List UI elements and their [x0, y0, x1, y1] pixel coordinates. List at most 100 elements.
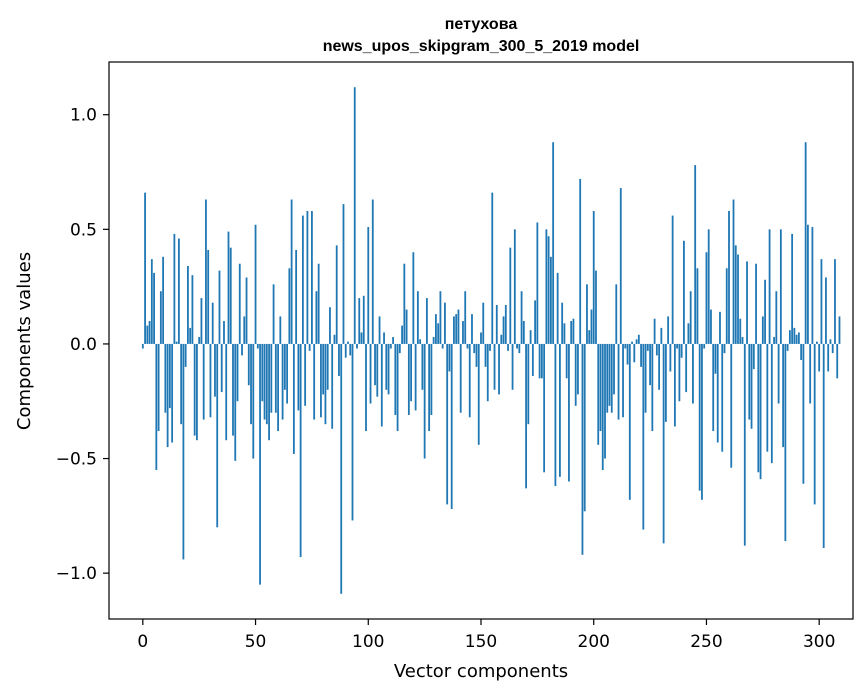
bar: [732, 199, 735, 344]
bar: [565, 343, 568, 379]
bar: [694, 165, 697, 344]
bar: [324, 343, 327, 425]
bar: [669, 343, 672, 372]
bar: [466, 343, 469, 349]
y-tick-label: −0.5: [56, 450, 97, 470]
bar: [773, 337, 775, 344]
bar: [177, 238, 180, 344]
bar: [371, 199, 374, 344]
bar: [755, 263, 757, 344]
bar: [649, 343, 651, 386]
bar: [155, 343, 158, 471]
bar: [435, 314, 437, 344]
bar: [734, 245, 737, 344]
bar: [412, 252, 415, 344]
bar: [640, 343, 642, 367]
bar: [698, 343, 701, 491]
bar: [401, 325, 403, 344]
bar: [768, 229, 771, 344]
bar: [624, 343, 627, 349]
bar: [227, 231, 230, 344]
bar: [236, 343, 239, 402]
bar: [471, 314, 473, 344]
bar: [180, 343, 183, 425]
bar: [586, 284, 588, 344]
bar: [444, 302, 446, 344]
bar: [568, 343, 570, 482]
x-tick-label: 50: [245, 632, 267, 652]
bar: [252, 343, 255, 459]
bar: [741, 337, 744, 344]
bar: [838, 316, 841, 344]
bar: [809, 343, 812, 404]
bar: [775, 291, 778, 344]
bar: [218, 270, 221, 344]
bar: [220, 343, 223, 393]
bar: [791, 233, 794, 344]
bar: [608, 343, 611, 406]
bar: [356, 343, 358, 349]
bar: [448, 343, 451, 372]
bar: [168, 343, 171, 409]
bar: [604, 343, 606, 459]
bar: [572, 318, 575, 344]
bar-series: [141, 87, 841, 594]
bar: [822, 343, 825, 548]
bar: [770, 343, 773, 464]
bar: [777, 343, 780, 404]
bar: [421, 343, 424, 390]
bar: [556, 272, 559, 344]
bar: [367, 227, 370, 344]
bar: [473, 343, 476, 354]
bar: [182, 343, 185, 560]
bar: [362, 295, 365, 344]
bar: [238, 263, 241, 344]
bar: [696, 268, 699, 344]
bar: [482, 302, 485, 344]
bar: [797, 332, 800, 344]
bar: [365, 343, 367, 432]
bar: [329, 307, 331, 344]
bar: [468, 343, 471, 418]
bar: [678, 343, 681, 402]
bar: [360, 332, 363, 344]
bar: [184, 343, 187, 367]
bar: [263, 343, 266, 420]
bar: [322, 343, 325, 395]
bar: [166, 343, 169, 448]
bar: [459, 343, 462, 413]
bar: [574, 343, 577, 406]
bar: [331, 343, 334, 429]
bar: [764, 279, 766, 344]
bar: [671, 215, 674, 344]
bar: [759, 343, 762, 480]
bar: [378, 316, 381, 344]
bar: [495, 304, 498, 344]
bar: [714, 343, 717, 374]
bar: [712, 343, 715, 432]
bar: [450, 343, 453, 509]
bar: [721, 343, 724, 452]
bar: [570, 321, 573, 344]
bar: [583, 343, 586, 512]
bar: [394, 343, 397, 415]
bar: [610, 343, 613, 413]
bar: [577, 343, 579, 395]
bar: [662, 343, 665, 544]
bar: [687, 323, 690, 344]
bar: [615, 284, 618, 344]
bar: [784, 343, 787, 542]
bar: [719, 311, 721, 344]
bar: [279, 316, 282, 344]
bar: [286, 343, 289, 404]
bar: [631, 341, 633, 344]
bar: [342, 204, 345, 344]
bar: [606, 343, 609, 413]
bar: [153, 272, 155, 344]
bar: [297, 343, 300, 411]
bar: [281, 343, 284, 420]
bar: [189, 327, 192, 344]
bar: [818, 343, 821, 372]
bar: [739, 318, 742, 344]
